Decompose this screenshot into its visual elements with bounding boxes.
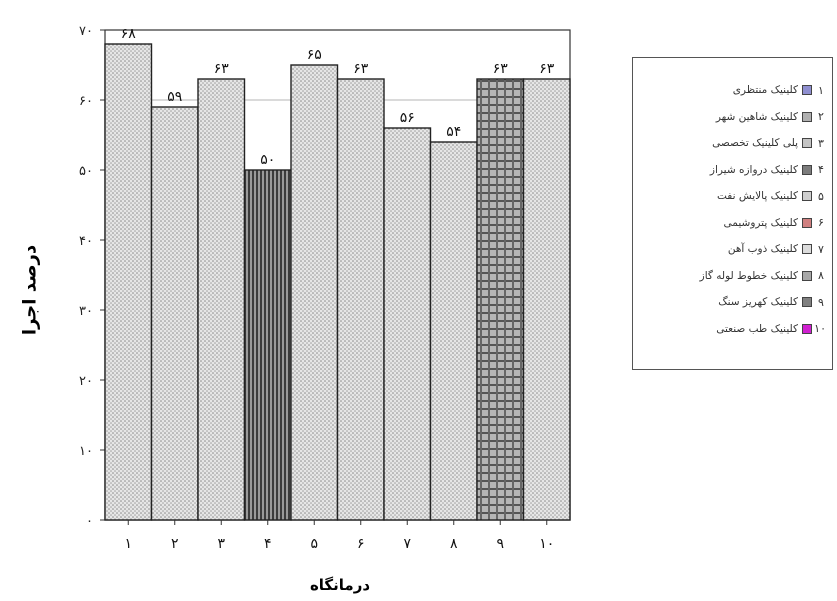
y-tick-label: ۲۰ <box>79 374 93 389</box>
legend-number: ۶ <box>818 216 824 229</box>
bar <box>243 169 292 521</box>
bar <box>290 64 339 521</box>
legend-swatch <box>802 270 812 281</box>
legend-label: کلینیک طب صنعتی <box>716 322 798 335</box>
y-tick-label: ۰ <box>86 514 93 529</box>
legend-number: ۵ <box>818 189 824 203</box>
legend-item: ۵ کلینیک پالایش نفت <box>717 186 826 206</box>
legend-item: ۱۰ کلینیک طب صنعتی <box>716 319 826 339</box>
legend-swatch <box>802 85 812 95</box>
bar-value-label: ۵۰ <box>260 152 275 168</box>
legend-swatch <box>802 191 812 201</box>
x-tick-label: ۱۰ <box>539 536 554 552</box>
bar-value-label: ۶۵ <box>307 47 322 63</box>
x-tick-label: ۴ <box>264 536 272 552</box>
legend-swatch <box>802 138 812 148</box>
legend-label: کلینیک پالایش نفت <box>716 190 798 202</box>
bar <box>476 78 525 521</box>
legend-item: ۱ کلینیک منتظری <box>733 80 826 100</box>
y-tick-label: ۶۰ <box>79 94 93 109</box>
bar-value-label: ۵۶ <box>400 110 415 126</box>
legend-item: ۴ کلینیک دروازه شیراز <box>710 160 826 180</box>
bar-value-label: ۶۳ <box>353 61 369 77</box>
legend-number: ۹ <box>818 295 824 309</box>
y-tick-label: ۱۰ <box>79 444 93 459</box>
legend: ۱ کلینیک منتظری ۲ کلینیک شاهین شهر ۳ پلی کلین… <box>632 57 833 370</box>
bar <box>197 78 246 521</box>
legend-item: ۸ کلینیک خطوط لوله گاز <box>700 266 826 286</box>
bar <box>383 127 432 521</box>
x-tick-label: ۱ <box>124 536 132 552</box>
x-axis-title: درمانگاه <box>309 576 371 594</box>
legend-number: ۳ <box>818 136 824 150</box>
bar <box>104 43 153 521</box>
legend-number: ۴ <box>818 163 824 176</box>
legend-swatch <box>802 323 812 334</box>
bar-value-label: ۵۹ <box>167 89 182 105</box>
legend-label: کلینیک پتروشیمی <box>723 216 798 229</box>
y-tick-label: ۵۰ <box>79 164 93 179</box>
legend-label: کلینیک شاهین شهر <box>715 110 798 123</box>
bar-value-label: ۶۳ <box>539 61 555 77</box>
x-tick-label: ۲ <box>171 536 179 552</box>
legend-swatch <box>802 111 812 122</box>
y-tick-label: ۴۰ <box>79 234 93 249</box>
legend-label: کلینیک دروازه شیراز <box>709 163 798 176</box>
y-tick-label: ۷۰ <box>79 24 93 39</box>
y-axis-title: درصد اجرا <box>19 244 41 336</box>
bar <box>336 78 385 521</box>
legend-swatch <box>802 217 812 228</box>
bar-value-label: ۶۳ <box>493 61 509 77</box>
legend-item: ۲ کلینیک شاهین شهر <box>716 107 826 127</box>
legend-item: ۶ کلینیک پتروشیمی <box>724 213 826 233</box>
legend-label: کلینیک کهریز سنگ <box>718 296 798 308</box>
legend-label: کلینیک خطوط لوله گاز <box>699 269 798 282</box>
x-tick-label: ۷ <box>403 536 411 552</box>
bar-value-label: ۵۴ <box>446 124 461 140</box>
x-tick-label: ۶ <box>357 536 365 552</box>
bar <box>150 106 199 521</box>
bar <box>429 141 478 521</box>
bar <box>522 78 571 521</box>
legend-number: ۱ <box>818 83 824 97</box>
legend-swatch <box>802 164 812 175</box>
legend-label: پلی کلینیک تخصصی <box>712 137 798 149</box>
legend-number: ۱۰ <box>814 322 826 335</box>
bar-value-label: ۶۸ <box>121 26 137 42</box>
y-tick-label: ۳۰ <box>79 304 93 319</box>
legend-swatch <box>802 297 812 307</box>
legend-swatch <box>802 244 812 254</box>
x-tick-label: ۸ <box>450 536 458 552</box>
legend-number: ۲ <box>818 110 824 123</box>
bar-value-label: ۶۳ <box>214 61 230 77</box>
legend-item: ۳ پلی کلینیک تخصصی <box>712 133 826 153</box>
x-tick-label: ۹ <box>496 536 504 552</box>
legend-number: ۸ <box>818 269 824 282</box>
legend-number: ۷ <box>818 242 824 256</box>
legend-label: کلینیک ذوب آهن <box>727 243 798 255</box>
legend-item: ۷ کلینیک ذوب آهن <box>728 239 826 259</box>
x-tick-label: ۵ <box>310 536 318 552</box>
legend-label: کلینیک منتظری <box>732 84 798 96</box>
x-tick-label: ۳ <box>217 536 225 552</box>
legend-item: ۹ کلینیک کهریز سنگ <box>718 292 826 312</box>
